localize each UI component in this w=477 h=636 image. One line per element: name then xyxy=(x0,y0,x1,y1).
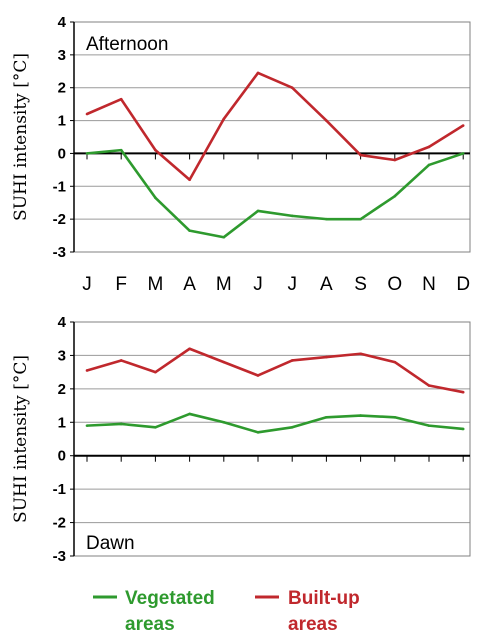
y-tick-label: 1 xyxy=(58,113,66,130)
data-point-builtup xyxy=(325,119,328,122)
month-label: J xyxy=(82,274,92,295)
data-point-builtup xyxy=(188,178,191,182)
y-tick-label: -3 xyxy=(53,244,66,261)
month-label: D xyxy=(456,274,470,295)
month-label: J xyxy=(287,274,297,295)
data-point-builtup xyxy=(256,71,260,75)
y-tick-label: 3 xyxy=(58,347,66,364)
data-point-builtup xyxy=(359,352,362,356)
legend-label-builtup-line1: Built-up xyxy=(288,588,360,609)
data-point-vegetated xyxy=(256,431,260,434)
y-tick-label: 1 xyxy=(58,414,66,431)
y-tick-label: 4 xyxy=(58,314,67,331)
month-label: A xyxy=(183,274,196,295)
data-point-builtup xyxy=(461,390,465,394)
y-tick-label: -1 xyxy=(53,178,66,195)
data-point-vegetated xyxy=(359,217,362,221)
month-label: J xyxy=(253,274,263,295)
data-point-builtup xyxy=(188,347,191,351)
data-point-vegetated xyxy=(222,420,226,424)
series-line-builtup xyxy=(86,71,464,182)
data-point-vegetated xyxy=(393,194,397,198)
data-point-builtup xyxy=(290,86,294,90)
afternoon-panel: 4 3 2 1 0 -1 -2 -3 SUHI intensity [°C] Afternoon xyxy=(11,14,471,261)
y-tick-label: -2 xyxy=(53,211,66,228)
month-label: M xyxy=(147,274,163,295)
data-point-vegetated xyxy=(154,426,157,429)
y-tick-label: 4 xyxy=(58,14,67,31)
data-point-vegetated xyxy=(359,414,362,417)
month-label: F xyxy=(115,274,127,295)
data-point-vegetated xyxy=(222,235,226,239)
data-point-builtup xyxy=(256,374,260,377)
y-tick-label: 0 xyxy=(58,145,66,162)
data-point-vegetated xyxy=(427,163,431,167)
data-point-builtup xyxy=(222,117,226,121)
series-line-builtup xyxy=(86,347,464,394)
y-tick-label: 2 xyxy=(58,80,66,97)
y-axis-label: SUHI intensity [°C] xyxy=(11,355,31,523)
data-point-vegetated xyxy=(85,152,89,155)
plot-frame xyxy=(73,21,471,253)
month-label: M xyxy=(216,274,232,295)
data-point-builtup xyxy=(85,112,89,116)
legend-label-vegetated-line1: Vegetated xyxy=(125,588,215,609)
month-label: A xyxy=(320,274,333,295)
legend-label-builtup-line2: areas xyxy=(288,614,338,635)
data-point-vegetated xyxy=(188,412,191,416)
data-point-vegetated xyxy=(393,415,397,419)
data-point-vegetated xyxy=(427,424,431,427)
y-tick-label: -1 xyxy=(53,481,66,498)
data-point-builtup xyxy=(154,370,157,374)
data-point-builtup xyxy=(119,359,123,362)
series-line-vegetated xyxy=(86,412,464,434)
data-point-builtup xyxy=(290,359,294,362)
data-point-builtup xyxy=(85,369,89,372)
data-point-builtup xyxy=(154,148,157,152)
month-label: S xyxy=(354,274,367,295)
month-label: O xyxy=(387,274,402,295)
data-point-builtup xyxy=(427,384,431,387)
y-tick-label: -2 xyxy=(53,515,66,532)
panel-title: Afternoon xyxy=(86,34,168,55)
y-tick-label: 3 xyxy=(58,47,66,64)
panel-title: Dawn xyxy=(86,533,135,554)
data-point-builtup xyxy=(461,124,465,127)
legend: Vegetated areas Built-up areas xyxy=(93,588,360,635)
series-line-vegetated xyxy=(86,148,464,239)
data-point-builtup xyxy=(427,145,431,149)
plot-frame xyxy=(73,321,471,557)
data-point-vegetated xyxy=(290,426,294,429)
data-point-builtup xyxy=(325,355,328,359)
data-point-vegetated xyxy=(188,229,191,232)
data-point-vegetated xyxy=(256,209,260,213)
data-point-vegetated xyxy=(325,415,328,419)
y-tick-label: 2 xyxy=(58,381,66,398)
legend-label-vegetated-line2: areas xyxy=(125,614,175,635)
y-axis-label: SUHI intensity [°C] xyxy=(11,53,31,221)
data-point-vegetated xyxy=(85,424,89,427)
month-label: N xyxy=(422,274,436,295)
data-point-builtup xyxy=(359,153,362,157)
data-point-vegetated xyxy=(461,152,465,155)
data-point-builtup xyxy=(222,360,226,364)
data-point-vegetated xyxy=(154,196,157,200)
data-point-vegetated xyxy=(290,214,294,218)
data-point-builtup xyxy=(393,158,397,162)
data-point-builtup xyxy=(393,360,397,364)
data-point-vegetated xyxy=(461,427,465,431)
data-point-builtup xyxy=(119,97,123,101)
y-tick-label: -3 xyxy=(53,548,66,565)
data-point-vegetated xyxy=(119,422,123,426)
y-tick-label: 0 xyxy=(58,448,66,465)
dawn-panel: 4 3 2 1 0 -1 -2 -3 SUHI intensity [°C] Dawn xyxy=(11,314,471,565)
data-point-vegetated xyxy=(119,148,123,152)
data-point-vegetated xyxy=(325,217,328,221)
